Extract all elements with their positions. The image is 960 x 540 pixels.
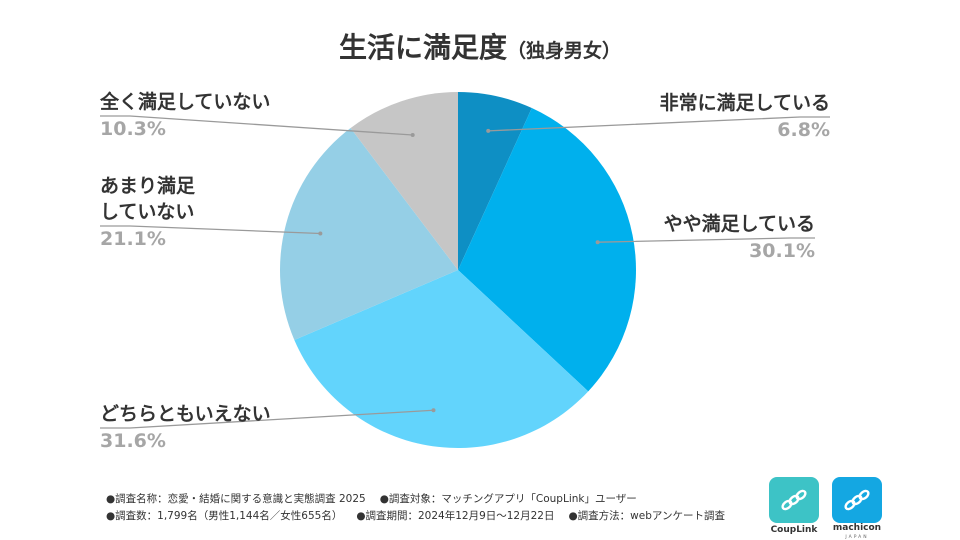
leader-dot xyxy=(410,133,415,138)
pie-slice xyxy=(458,92,532,270)
slice-value-label: 10.3% xyxy=(100,118,166,140)
survey-name-note: ●調査名称：恋愛・結婚に関する意識と実態調査 2025 xyxy=(106,493,366,505)
leader-line xyxy=(597,237,815,243)
slice-value-label: 6.8% xyxy=(777,119,830,141)
chart-title-main: 生活に満足度 xyxy=(338,31,507,64)
survey-period-note: ●調査期間：2024年12月9日〜12月22日 xyxy=(356,510,555,522)
couplink-logo xyxy=(769,477,819,523)
machicon-sub-caption: JAPAN xyxy=(845,535,869,540)
couplink-link-icon xyxy=(781,489,807,511)
leader-line xyxy=(100,409,434,429)
pie-slice xyxy=(294,270,589,448)
leader-line xyxy=(100,115,413,136)
pie-slice xyxy=(458,108,636,392)
pie-slice xyxy=(350,92,458,270)
survey-notes-row-2: ●調査数：1,799名（男性1,144名／女性655名） ●調査期間：2024年1… xyxy=(106,508,739,525)
machicon-logo xyxy=(832,477,882,523)
pie-slice xyxy=(280,128,458,340)
survey-notes: ●調査名称：恋愛・結婚に関する意識と実態調査 2025 ●調査対象：マッチングアプ… xyxy=(106,491,739,525)
slice-category-label: どちらともいえない xyxy=(100,403,271,425)
slice-value-label: 30.1% xyxy=(749,240,815,262)
machicon-caption: machicon xyxy=(832,523,882,533)
survey-count-note: ●調査数：1,799名（男性1,144名／女性655名） xyxy=(106,510,343,522)
survey-target-note: ●調査対象：マッチングアプリ「CoupLink」ユーザー xyxy=(379,493,637,505)
leader-line xyxy=(100,225,321,235)
leader-dot xyxy=(486,128,491,133)
chart-title: 生活に満足度（独身男女） xyxy=(0,26,960,66)
machicon-link-icon xyxy=(844,489,870,511)
slice-category-label: あまり満足していない xyxy=(100,175,196,223)
slice-category-label: やや満足している xyxy=(664,213,815,235)
chart-title-sub: （独身男女） xyxy=(507,40,622,62)
slice-category-label: 全く満足していない xyxy=(99,90,270,113)
leader-dot xyxy=(318,231,323,236)
survey-method-note: ●調査方法：webアンケート調査 xyxy=(568,510,725,522)
leader-dot xyxy=(595,240,600,245)
leader-dot xyxy=(431,408,436,413)
slice-category-label: 非常に満足している xyxy=(660,91,830,114)
leader-line xyxy=(488,116,830,132)
slice-value-label: 31.6% xyxy=(100,430,166,452)
survey-notes-row-1: ●調査名称：恋愛・結婚に関する意識と実態調査 2025 ●調査対象：マッチングアプ… xyxy=(106,491,739,508)
couplink-caption: CoupLink xyxy=(770,525,818,535)
slice-value-label: 21.1% xyxy=(100,228,166,250)
